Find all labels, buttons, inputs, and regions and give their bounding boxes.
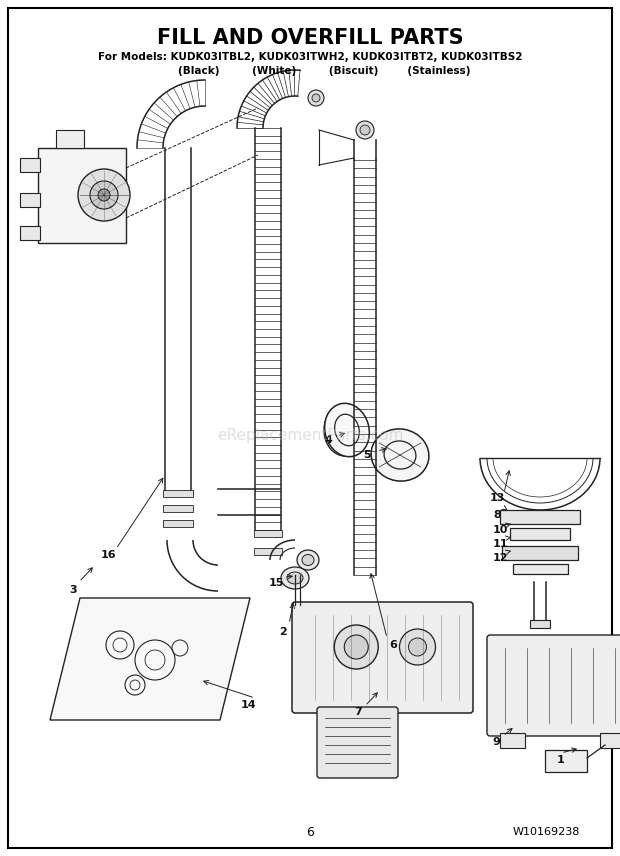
- Ellipse shape: [281, 567, 309, 589]
- Circle shape: [360, 125, 370, 135]
- Bar: [20, 193, 40, 207]
- FancyBboxPatch shape: [317, 707, 398, 778]
- Ellipse shape: [302, 555, 314, 566]
- Circle shape: [409, 638, 427, 656]
- Bar: [20, 226, 40, 240]
- Text: 5: 5: [363, 450, 371, 460]
- Bar: [500, 510, 580, 524]
- Text: 12: 12: [492, 553, 508, 563]
- Circle shape: [334, 625, 378, 669]
- Text: 4: 4: [324, 435, 332, 445]
- Ellipse shape: [287, 572, 303, 584]
- Text: 13: 13: [489, 493, 505, 503]
- Bar: [163, 520, 193, 527]
- Text: eReplacementParts.com: eReplacementParts.com: [217, 427, 403, 443]
- Bar: [56, 130, 84, 148]
- Bar: [600, 733, 620, 748]
- Ellipse shape: [297, 550, 319, 570]
- FancyBboxPatch shape: [487, 635, 620, 736]
- Text: 7: 7: [354, 707, 362, 717]
- Text: For Models: KUDK03ITBL2, KUDK03ITWH2, KUDK03ITBT2, KUDK03ITBS2: For Models: KUDK03ITBL2, KUDK03ITWH2, KU…: [98, 52, 522, 62]
- Circle shape: [312, 94, 320, 102]
- Text: 3: 3: [69, 585, 77, 595]
- Text: 10: 10: [492, 525, 508, 535]
- Circle shape: [308, 90, 324, 106]
- Bar: [20, 158, 40, 172]
- Text: 11: 11: [492, 539, 508, 549]
- Text: 16: 16: [100, 550, 116, 560]
- Bar: [530, 620, 550, 628]
- Text: 2: 2: [279, 627, 287, 637]
- FancyBboxPatch shape: [292, 602, 473, 713]
- Text: 6: 6: [306, 825, 314, 839]
- Text: 15: 15: [268, 578, 284, 588]
- Bar: [38, 148, 126, 243]
- Text: 6: 6: [389, 640, 397, 650]
- Polygon shape: [50, 598, 250, 720]
- Circle shape: [90, 181, 118, 209]
- Text: 1: 1: [557, 755, 565, 765]
- Circle shape: [78, 169, 130, 221]
- Text: W10169238: W10169238: [513, 827, 580, 837]
- Ellipse shape: [325, 403, 370, 457]
- Text: 8: 8: [493, 510, 501, 520]
- Bar: [163, 505, 193, 512]
- Text: FILL AND OVERFILL PARTS: FILL AND OVERFILL PARTS: [157, 28, 463, 48]
- Circle shape: [344, 635, 368, 659]
- Text: 14: 14: [240, 700, 256, 710]
- Bar: [254, 530, 282, 537]
- Bar: [502, 546, 578, 560]
- Bar: [500, 733, 525, 748]
- Circle shape: [356, 121, 374, 139]
- Bar: [513, 564, 568, 574]
- Bar: [510, 528, 570, 540]
- Text: (Black)         (White)         (Biscuit)        (Stainless): (Black) (White) (Biscuit) (Stainless): [149, 66, 471, 76]
- Ellipse shape: [371, 429, 429, 481]
- Circle shape: [98, 189, 110, 201]
- FancyBboxPatch shape: [545, 750, 587, 772]
- Circle shape: [399, 629, 435, 665]
- Bar: [163, 490, 193, 497]
- Text: 9: 9: [492, 737, 500, 747]
- Bar: [254, 548, 282, 555]
